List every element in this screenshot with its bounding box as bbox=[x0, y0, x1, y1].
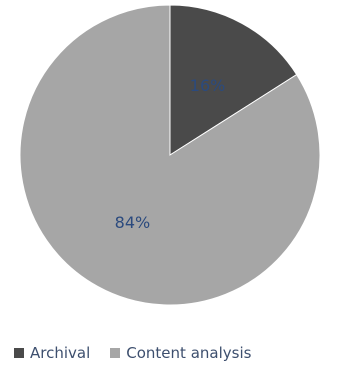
legend-swatch-archival bbox=[14, 348, 24, 358]
pie-slices bbox=[19, 4, 321, 306]
legend-swatch-content-analysis bbox=[110, 348, 121, 358]
legend: Archival Content analysis bbox=[14, 344, 271, 362]
pie-slice-label-archival: 16% bbox=[190, 76, 226, 95]
legend-item-archival: Archival bbox=[14, 344, 90, 362]
pie-slice-archival bbox=[169, 4, 298, 156]
legend-item-content-analysis: Content analysis bbox=[110, 344, 251, 362]
legend-label-content-analysis: Content analysis bbox=[126, 344, 252, 362]
legend-label-archival: Archival bbox=[30, 344, 91, 362]
pie-slice-labels: 16% 84% bbox=[115, 76, 226, 232]
pie-slice-content-analysis bbox=[19, 4, 321, 306]
pie-slice-label-content-analysis: 84% bbox=[115, 213, 151, 232]
